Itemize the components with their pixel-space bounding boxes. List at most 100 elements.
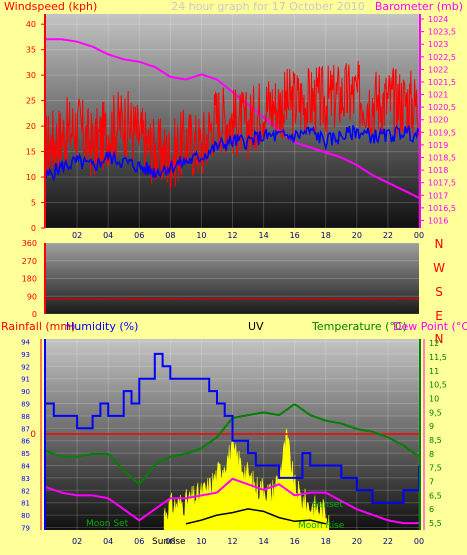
wind-avg-series	[45, 125, 420, 182]
direction-y-tick: 270	[22, 257, 37, 266]
wind-y-tick: 10	[26, 173, 36, 182]
temp-y-tick: 7,5	[429, 464, 442, 473]
windspeed-label: Windspeed (kph)	[4, 0, 97, 13]
wind-x-tick: 14	[258, 231, 268, 240]
wind-gust-line	[45, 60, 420, 190]
baro-y-tick: 1023,5	[428, 28, 456, 37]
temp-x-tick: 20	[352, 537, 362, 546]
barometer-y-axis: 1016 1016,5 1017 1017,5 1018 1018,5 1019 1019,5…	[420, 15, 456, 225]
humidity-y-tick: 85	[21, 450, 30, 458]
wind-x-tick: 18	[321, 231, 331, 240]
direction-plot-area	[46, 243, 419, 314]
uv-label: UV	[248, 320, 264, 333]
temp-x-tick: 14	[258, 537, 268, 546]
temp-y-tick: 7	[429, 478, 434, 487]
baro-y-tick: 1021,5	[428, 78, 456, 87]
baro-y-tick: 1021	[428, 91, 448, 100]
temp-x-tick: 18	[321, 537, 331, 546]
dewpoint-line	[45, 477, 419, 525]
baro-y-tick: 1018,5	[428, 154, 456, 163]
moonrise-label: Moon Rise	[298, 521, 345, 531]
wind-x-tick: 02	[72, 231, 82, 240]
compass-label: N	[435, 237, 444, 251]
wind-x-axis: 02 04 06 08 10 12 14 16 18 20 22 00	[72, 231, 424, 240]
baro-y-tick: 1019,5	[428, 128, 456, 137]
baro-y-tick: 1020	[428, 116, 448, 125]
temperature-y-axis: 5,5 6 6,5 7 7,5 8 8,5 9 9,5 10 10,5 11 11,5 12	[429, 339, 447, 528]
humidity-y-tick: 89	[21, 400, 30, 408]
wind-x-tick: 00	[414, 231, 424, 240]
solar-series	[163, 428, 330, 531]
wind-x-tick: 10	[196, 231, 206, 240]
temp-y-tick: 9,5	[429, 408, 442, 417]
wind-y-tick: 0	[31, 224, 36, 233]
direction-y-axis: 0 90 180 270 360	[22, 239, 37, 319]
temp-x-axis: 02 04 06 08 10 12 14 16 18 20 22 00	[72, 537, 424, 546]
humidity-y-tick: 88	[21, 413, 30, 421]
compass-label: W	[433, 261, 445, 275]
humidity-series	[46, 352, 420, 504]
temp-x-tick: 02	[72, 537, 82, 546]
temp-x-tick: 04	[103, 537, 113, 546]
baro-y-tick: 1016	[428, 216, 448, 225]
humidity-y-tick: 87	[21, 425, 30, 433]
humidity-y-tick: 92	[21, 363, 30, 371]
baro-y-tick: 1024	[428, 15, 448, 24]
wind-y-tick: 25	[26, 97, 36, 106]
humidity-y-tick: 79	[21, 525, 30, 533]
humidity-y-tick: 82	[21, 487, 30, 495]
uv-line	[185, 508, 326, 525]
temp-y-tick: 5,5	[429, 519, 442, 528]
wind-x-tick: 16	[290, 231, 300, 240]
humidity-y-tick: 84	[21, 463, 30, 471]
wind-x-tick: 22	[383, 231, 393, 240]
temp-x-tick: 00	[414, 537, 424, 546]
wind-y-tick: 5	[31, 199, 36, 208]
humidity-y-tick: 80	[21, 512, 30, 520]
wind-x-tick: 06	[134, 231, 144, 240]
temp-y-tick: 11,5	[429, 353, 447, 362]
baro-y-tick: 1022,5	[428, 53, 456, 62]
humidity-y-tick: 90	[21, 388, 30, 396]
barometer-series	[46, 38, 420, 199]
sunset-label: Sunset	[312, 500, 343, 510]
baro-y-tick: 1022	[428, 65, 448, 74]
dewpoint-label: Dew Point (°C)	[393, 320, 467, 333]
wind-y-axis: 0 5 10 15 20 25 30 35 40	[26, 20, 45, 233]
temp-y-tick: 11	[429, 367, 439, 376]
temp-x-tick: 22	[383, 537, 393, 546]
baro-y-tick: 1017,5	[428, 179, 456, 188]
uv-series	[185, 508, 326, 525]
barometer-label: Barometer (mb)	[375, 0, 463, 13]
temp-y-tick: 8	[429, 450, 434, 459]
humidity-y-tick: 86	[21, 438, 30, 446]
temperature-label: Temperature (°C)	[311, 320, 407, 333]
temp-y-tick: 10	[429, 395, 439, 404]
wind-y-tick: 35	[26, 46, 36, 55]
baro-y-tick: 1020,5	[428, 103, 456, 112]
temp-x-tick: 06	[134, 537, 144, 546]
sunrise-label: Sunrise	[152, 537, 186, 547]
baro-y-tick: 1016,5	[428, 204, 456, 213]
temp-y-tick: 8,5	[429, 436, 442, 445]
direction-y-tick: 360	[22, 239, 37, 248]
wind-y-tick: 15	[26, 148, 36, 157]
baro-y-tick: 1019	[428, 141, 448, 150]
compass-label: N	[435, 332, 444, 346]
humidity-y-tick: 83	[21, 475, 30, 483]
compass-label: S	[435, 285, 443, 299]
direction-line	[45, 297, 420, 301]
baro-y-tick: 1018	[428, 166, 448, 175]
wind-x-tick: 08	[165, 231, 175, 240]
direction-y-tick: 0	[32, 310, 37, 319]
humidity-y-tick: 93	[21, 351, 30, 359]
rainfall-tick-zero: 0	[30, 430, 36, 440]
graph-title: 24 hour graph for 17 October 2010	[171, 0, 365, 13]
baro-y-tick: 1017	[428, 191, 448, 200]
humidity-y-tick: 94	[21, 338, 30, 346]
temp-x-tick: 16	[290, 537, 300, 546]
wind-x-tick: 20	[352, 231, 362, 240]
dewpoint-series	[45, 477, 419, 525]
